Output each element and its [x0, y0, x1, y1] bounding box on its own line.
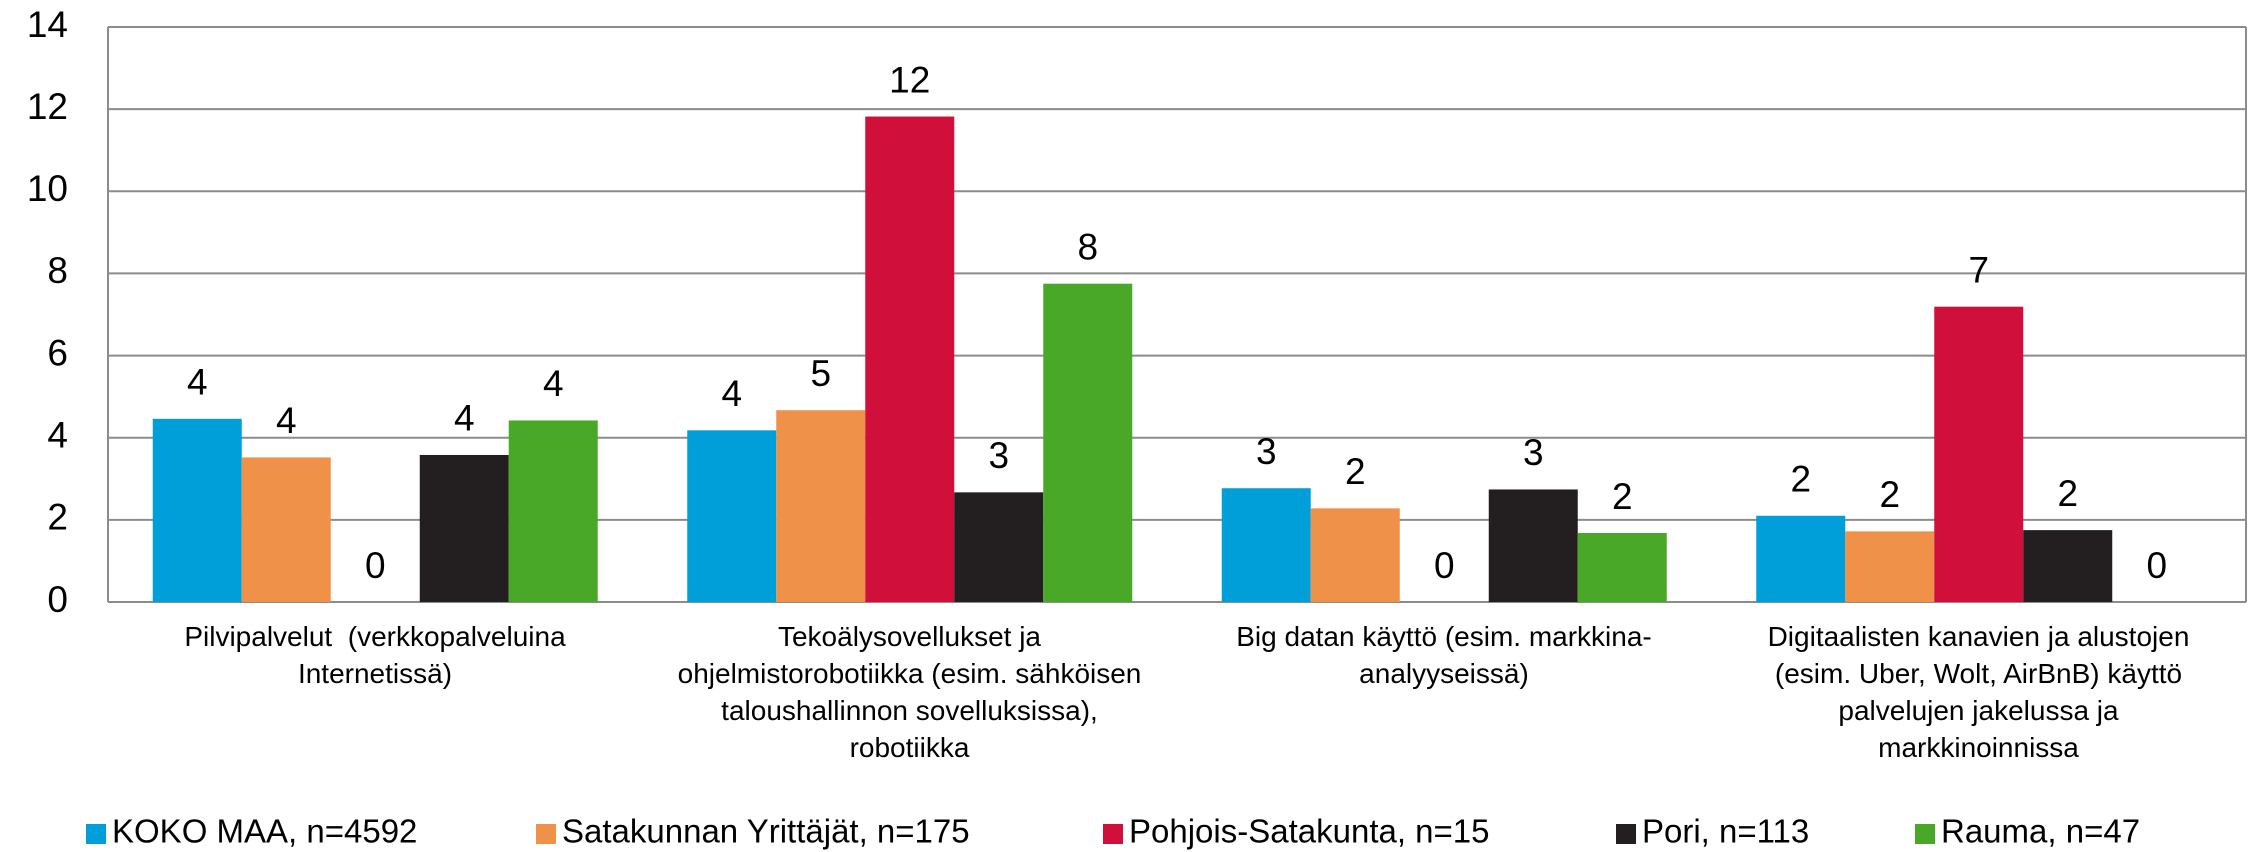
x-tick-label: Big datan käyttö (esim. markkina- analyy… — [1236, 621, 1652, 689]
legend-label: KOKO MAA, n=4592 — [112, 813, 417, 850]
bar — [1756, 515, 1846, 602]
bar — [1043, 283, 1133, 602]
value-label: 0 — [365, 545, 386, 586]
value-label: 12 — [889, 59, 930, 100]
x-tick-label: Digitaalisten kanavien ja alustojen (esi… — [1767, 621, 2190, 763]
legend-swatch — [1616, 824, 1636, 844]
value-label: 0 — [2146, 545, 2167, 586]
bar — [1221, 488, 1311, 602]
bar — [1488, 489, 1578, 602]
bar — [776, 410, 866, 602]
y-tick-label: 12 — [27, 86, 68, 127]
legend-label: Satakunnan Yrittäjät, n=175 — [562, 813, 970, 850]
value-label: 2 — [1790, 459, 1811, 500]
value-label: 4 — [454, 398, 475, 439]
value-label: 4 — [187, 362, 208, 403]
value-label: 4 — [721, 373, 742, 414]
bar — [1577, 533, 1667, 602]
bar — [2023, 530, 2113, 602]
legend-swatch — [86, 824, 106, 844]
value-label: 2 — [2057, 473, 2078, 514]
value-label: 4 — [276, 400, 297, 441]
value-label: 4 — [543, 363, 564, 404]
bar — [152, 418, 242, 602]
bar — [419, 454, 509, 602]
bar — [1845, 531, 1935, 602]
x-tick-label: Tekoälysovellukset ja ohjelmistorobotiik… — [677, 621, 1142, 763]
value-label: 3 — [988, 435, 1009, 476]
value-label: 2 — [1879, 474, 1900, 515]
bar — [954, 492, 1044, 602]
y-tick-label: 14 — [27, 4, 68, 45]
legend-label: Pori, n=113 — [1642, 813, 1809, 850]
value-label: 2 — [1345, 451, 1366, 492]
bar — [241, 457, 331, 602]
y-tick-label: 10 — [27, 168, 68, 209]
value-label: 2 — [1612, 476, 1633, 517]
value-label: 8 — [1077, 226, 1098, 267]
bar — [1310, 508, 1400, 602]
legend-swatch — [536, 824, 556, 844]
value-label: 5 — [810, 353, 831, 394]
legend-label: Rauma, n=47 — [1941, 813, 2140, 850]
y-tick-label: 8 — [47, 250, 68, 291]
y-tick-label: 2 — [47, 497, 68, 538]
bar — [687, 430, 777, 602]
bar — [1934, 306, 2024, 602]
value-label: 7 — [1968, 249, 1989, 290]
legend-swatch — [1915, 824, 1935, 844]
bar — [865, 116, 955, 603]
y-tick-label: 4 — [47, 414, 68, 455]
x-tick-label: Pilvipalvelut (verkkopalveluina Internet… — [184, 621, 566, 689]
legend-label: Pohjois-Satakunta, n=15 — [1129, 813, 1490, 850]
value-label: 3 — [1523, 432, 1544, 473]
bar — [508, 420, 598, 602]
y-tick-label: 6 — [47, 332, 68, 373]
legend-swatch — [1103, 824, 1123, 844]
value-label: 3 — [1256, 431, 1277, 472]
y-tick-label: 0 — [47, 579, 68, 620]
value-label: 0 — [1434, 545, 1455, 586]
